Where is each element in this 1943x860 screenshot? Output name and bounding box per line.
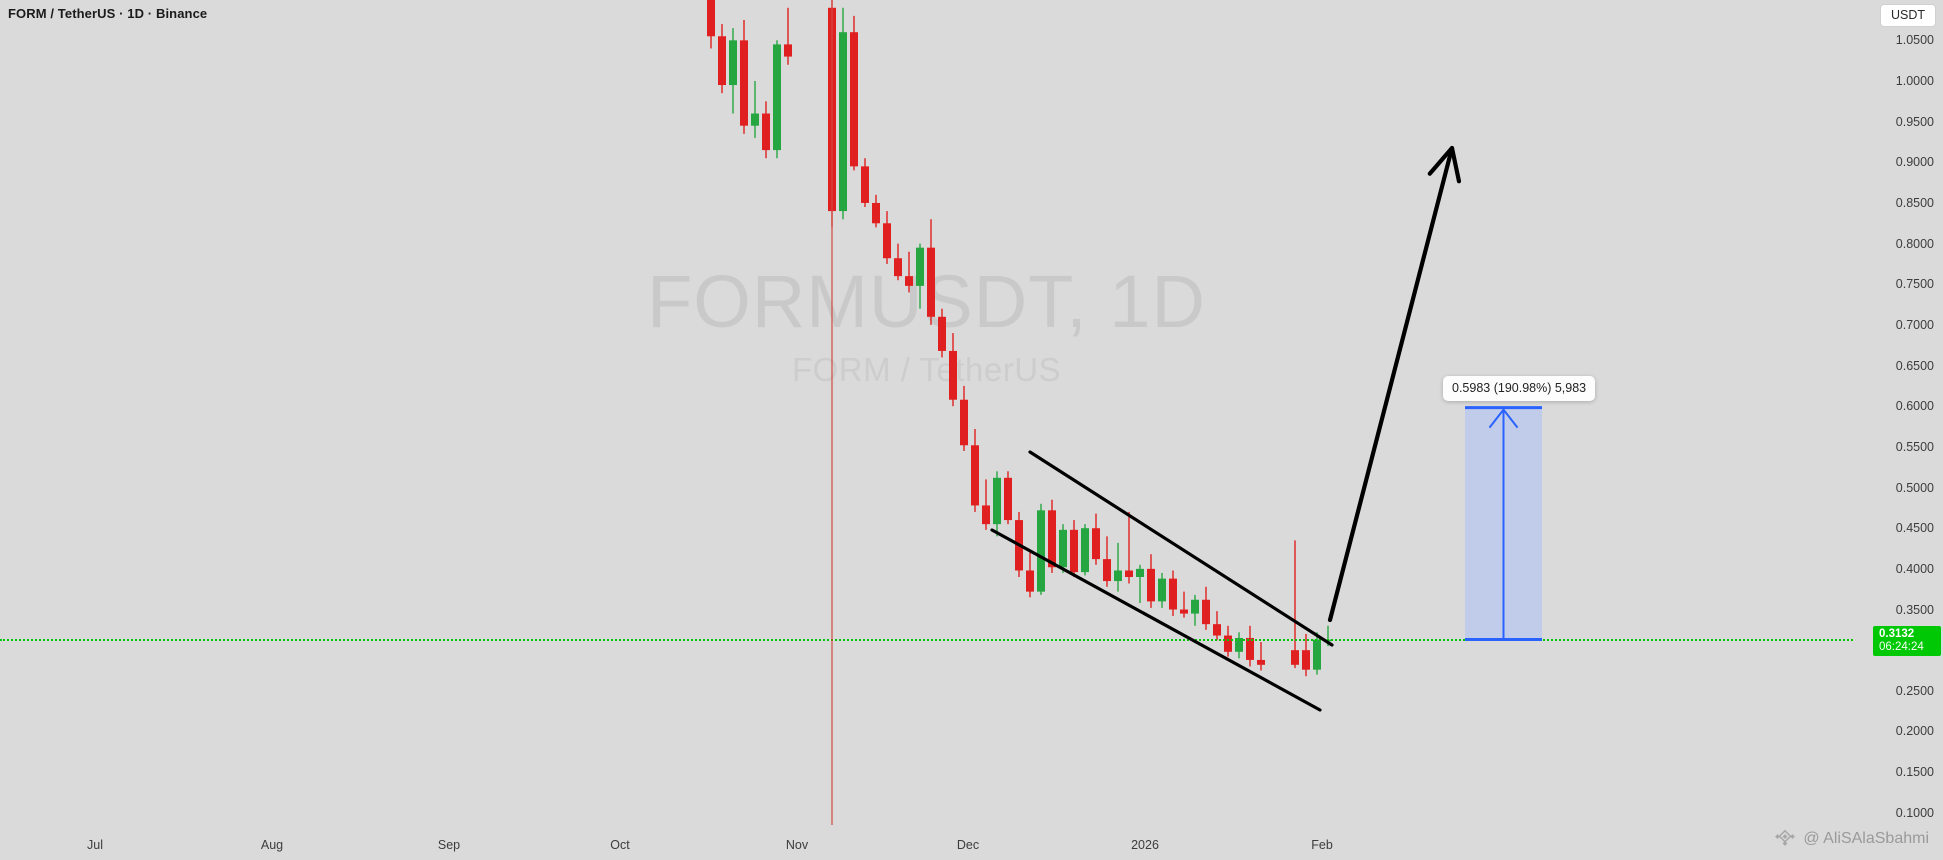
time-tick-label: Aug: [260, 838, 284, 852]
price-tick-label: 0.7000: [1895, 317, 1934, 332]
time-tick-label: Feb: [1311, 838, 1333, 852]
candle-body: [927, 247, 935, 317]
price-tick-label: 0.5500: [1895, 439, 1934, 454]
price-tick-label: 1.0500: [1895, 33, 1934, 48]
time-tick-label: Sep: [437, 838, 461, 852]
candle-body: [1213, 624, 1221, 636]
candle-body: [1257, 659, 1265, 665]
candle-body: [1313, 639, 1321, 670]
candle-body: [784, 44, 792, 57]
price-tick-label: 0.6000: [1895, 399, 1934, 414]
candle-body: [1180, 609, 1188, 614]
candle-body: [1224, 635, 1232, 652]
time-tick-label: Nov: [785, 838, 809, 852]
candle-body: [1291, 650, 1299, 665]
projection-arrow-shaft: [1327, 145, 1455, 623]
candle-body: [718, 36, 726, 86]
last-price-badge[interactable]: 0.3132 06:24:24: [1873, 626, 1941, 657]
candle-body: [1147, 568, 1155, 602]
candle-body: [1048, 510, 1056, 568]
last-price-line: [0, 639, 1853, 642]
candle-body: [1092, 528, 1100, 560]
price-tick-label: 0.9000: [1895, 155, 1934, 170]
candle-body: [883, 223, 891, 259]
watermark-subtitle: FORM / TetherUS: [791, 351, 1062, 388]
candle-body: [1037, 510, 1045, 592]
candle-body: [971, 445, 979, 506]
time-tick-label: Oct: [610, 838, 630, 852]
candle-body: [916, 247, 924, 286]
symbol-title[interactable]: FORM / TetherUS · 1D · Binance: [8, 6, 208, 21]
time-axis[interactable]: Jul Aug Sep Oct Nov Dec 2026 Feb: [0, 834, 1943, 860]
price-tick-label: 0.8000: [1895, 236, 1934, 251]
wedge-upper-trendline: [1028, 450, 1334, 647]
candle-body: [1081, 528, 1089, 573]
wedge-lower-trendline: [990, 528, 1322, 712]
candle-body: [905, 276, 913, 286]
currency-badge[interactable]: USDT: [1880, 5, 1935, 26]
candle-body: [1169, 578, 1177, 610]
candle-body: [1070, 529, 1078, 573]
candle-body: [762, 113, 770, 151]
candle-body: [850, 32, 858, 167]
candle-body: [1103, 559, 1111, 582]
candle-body: [1059, 529, 1067, 568]
measure-box-arrow-head: [1488, 407, 1519, 429]
price-tick-label: 0.2000: [1895, 724, 1934, 739]
candle-body: [982, 505, 990, 525]
price-tick-label: 0.5000: [1895, 480, 1934, 495]
price-tick-label: 0.4500: [1895, 521, 1934, 536]
candle-body: [872, 202, 880, 224]
price-tick-label: 0.1000: [1895, 805, 1934, 820]
candle-body: [938, 316, 946, 351]
candle-body: [1136, 568, 1144, 577]
candle-body: [894, 258, 902, 277]
candle-body: [773, 44, 781, 151]
price-tick-label: 0.3500: [1895, 602, 1934, 617]
candle-body: [960, 399, 968, 446]
candle-body: [707, 0, 715, 37]
candle-body: [1125, 570, 1133, 577]
time-tick-label: 2026: [1131, 838, 1159, 852]
candle-body: [1191, 599, 1199, 614]
candle-body: [839, 32, 847, 212]
candle-body: [1158, 578, 1166, 602]
candle-body: [949, 350, 957, 400]
chart-watermark: FORMUSDT, 1D FORM / TetherUS: [647, 260, 1206, 389]
price-tick-label: 0.2500: [1895, 683, 1934, 698]
price-tick-label: 0.7500: [1895, 277, 1934, 292]
price-tick-label: 1.0000: [1895, 73, 1934, 88]
measure-tool-label[interactable]: 0.5983 (190.98%) 5,983: [1443, 375, 1596, 401]
price-tick-label: 0.9500: [1895, 114, 1934, 129]
price-tick-label: 0.4000: [1895, 561, 1934, 576]
measure-box-fill: [1465, 407, 1542, 640]
candle-body: [740, 40, 748, 126]
projection-arrow-head: [1427, 145, 1462, 184]
candle-body: [1302, 650, 1310, 670]
candle-body: [1202, 599, 1210, 625]
candle-body: [1015, 520, 1023, 571]
candle-body: [1026, 570, 1034, 592]
candle-body: [1004, 477, 1012, 521]
candle-body: [1114, 570, 1122, 582]
time-tick-label: Dec: [956, 838, 980, 852]
last-price-value: 0.3132: [1879, 628, 1915, 641]
candle-body: [751, 113, 759, 126]
price-axis[interactable]: 1.0500 1.0000 0.9500 0.9000 0.8500 0.8000 0.75…: [1853, 0, 1943, 838]
price-tick-label: 0.8500: [1895, 195, 1934, 210]
watermark-title: FORMUSDT, 1D: [647, 260, 1206, 343]
bar-countdown: 06:24:24: [1879, 640, 1924, 653]
time-tick-label: Jul: [87, 838, 103, 852]
candle-body: [993, 477, 1001, 525]
price-tick-label: 0.1500: [1895, 765, 1934, 780]
candle-body: [828, 7, 836, 212]
price-tick-label: 0.6500: [1895, 358, 1934, 373]
candle-body: [861, 166, 869, 203]
candle-body: [729, 40, 737, 86]
